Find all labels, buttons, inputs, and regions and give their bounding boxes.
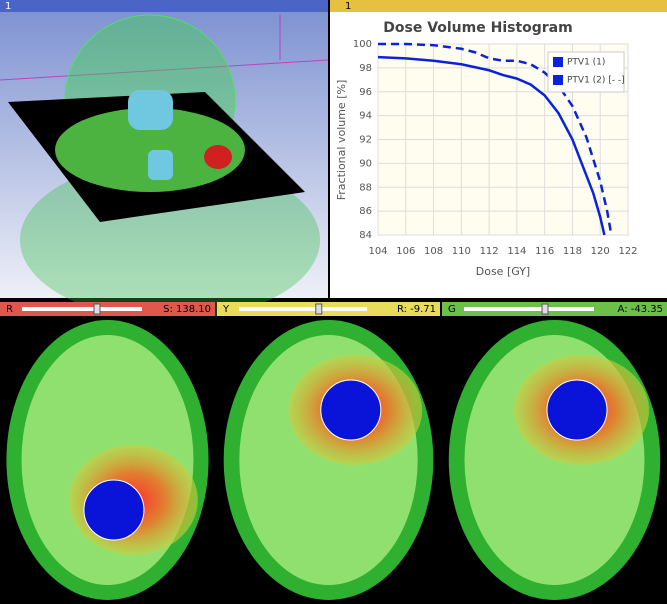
slice-letter: G [448, 304, 456, 315]
x-tick-label: 118 [563, 246, 582, 257]
skin-contour [55, 108, 245, 192]
x-tick-label: 122 [618, 246, 637, 257]
offset-slider[interactable] [239, 307, 367, 311]
x-tick-label: 104 [368, 246, 387, 257]
slice-letter: R [6, 304, 13, 315]
ptv-region [546, 379, 608, 441]
y-tick-label: 96 [359, 87, 372, 98]
offset-slider[interactable] [464, 307, 594, 311]
3d-tab: 1 [5, 1, 11, 12]
x-axis-label: Dose [GY] [476, 265, 530, 278]
slice-offset: R: -9.71 [397, 304, 436, 315]
chart-title: Dose Volume Histogram [383, 20, 572, 36]
legend-swatch [553, 57, 563, 67]
legend-swatch [553, 75, 563, 85]
chart-tab: 1 [345, 1, 351, 12]
x-tick-label: 108 [424, 246, 443, 257]
y-tick-label: 94 [359, 111, 372, 122]
legend-label: PTV1 (1) [567, 58, 605, 68]
y-tick-label: 84 [359, 230, 372, 241]
x-tick-label: 112 [480, 246, 499, 257]
ptv-region [320, 379, 382, 441]
ptv-region [83, 479, 145, 541]
y-tick-label: 100 [353, 39, 372, 50]
slider-handle[interactable] [541, 303, 549, 315]
y-tick-label: 92 [359, 135, 372, 146]
3d-header [0, 0, 328, 12]
slice-offset: A: -43.35 [618, 304, 663, 315]
x-tick-label: 114 [507, 246, 526, 257]
offset-slider[interactable] [22, 307, 142, 311]
y-tick-label: 98 [359, 63, 372, 74]
legend-label: PTV1 (2) [- -] [567, 76, 625, 86]
x-tick-label: 120 [591, 246, 610, 257]
slice-letter: Y [222, 304, 230, 315]
bbox-line [0, 59, 329, 81]
ptv-structure [128, 90, 173, 130]
x-tick-label: 110 [452, 246, 471, 257]
y-tick-label: 90 [359, 158, 372, 169]
eye-structure [204, 145, 232, 169]
slice-offset: S: 138.10 [163, 304, 211, 315]
y-tick-label: 86 [359, 206, 372, 217]
x-tick-label: 106 [396, 246, 415, 257]
slider-handle[interactable] [93, 303, 101, 315]
dvh-curve [378, 42, 613, 236]
dvh-curve [377, 55, 606, 236]
organ-structure [148, 150, 173, 180]
slider-handle[interactable] [315, 303, 323, 315]
y-tick-label: 88 [359, 182, 372, 193]
x-tick-label: 116 [535, 246, 554, 257]
y-axis-label: Fractional volume [%] [335, 80, 348, 200]
chart-header [330, 0, 667, 12]
